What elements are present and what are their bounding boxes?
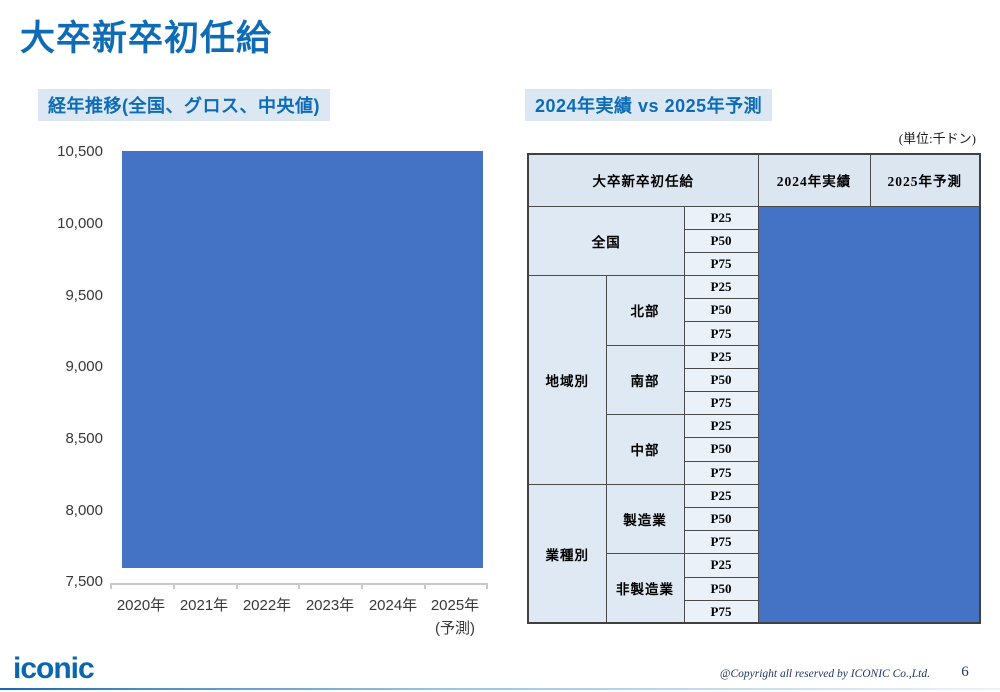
y-axis-tick-label: 7,500 <box>65 573 103 590</box>
table-row: P75 <box>528 599 980 624</box>
table-row: P75 <box>528 251 980 277</box>
table-percentile-cell: P75 <box>683 530 759 555</box>
table-row: 業種別 製造業 P25 <box>527 483 980 624</box>
table-percentile-cell: P75 <box>683 599 759 624</box>
table-row: P50 <box>528 228 980 253</box>
table-percentile-cell: P50 <box>683 506 759 532</box>
table-category-cell: 業種別 <box>527 483 607 624</box>
table-row: P75 <box>528 530 980 555</box>
x-axis-tick-label: 2021年 <box>179 597 229 614</box>
x-axis-tick <box>236 583 238 589</box>
y-axis-tick-label: 10,000 <box>57 215 103 232</box>
table-percentile-cell: P25 <box>683 344 759 369</box>
table-percentile-cell: P75 <box>683 390 759 416</box>
table-header-2025: 2025年予測 <box>869 153 981 207</box>
table-subgroup-cell: 南部 <box>605 344 685 416</box>
table-percentile-cell: P50 <box>683 576 759 601</box>
x-axis-tick <box>173 583 175 589</box>
page-title: 大卒新卒初任給 <box>20 19 273 58</box>
company-logo: iconic <box>13 652 95 685</box>
table-header: 大卒新卒初任給 2024年実績 2025年予測 <box>527 153 981 207</box>
table-percentile-cell: P50 <box>683 298 759 323</box>
left-section-subtitle: 経年推移(全国、グロス、中央値) <box>38 89 330 121</box>
table-body: 全国 P25 P50 P75 地域別 北部 P25 P50 P75 南部 P25 P50 P75 中部 P2… <box>527 205 981 624</box>
table-percentile-cell: P50 <box>683 437 759 462</box>
y-axis-tick-label: 9,500 <box>65 287 103 304</box>
table-row: 南部 P25 <box>528 344 980 416</box>
x-axis-tick <box>110 583 112 589</box>
x-axis-tick-label: 2020年 <box>116 597 166 614</box>
copyright-text: @Copyright all reserved by ICONIC Co.,Lt… <box>719 668 930 680</box>
table-header-2024: 2024年実績 <box>757 153 871 207</box>
table-percentile-cell: P75 <box>683 460 759 485</box>
page-number: 6 <box>961 664 969 680</box>
table-percentile-cell: P50 <box>683 228 759 253</box>
table-header-row: 大卒新卒初任給 2024年実績 2025年予測 <box>527 153 981 207</box>
x-axis-tick-label: 2023年 <box>305 597 355 614</box>
table-subgroup-cell: 非製造業 <box>605 553 685 624</box>
chart-data-redaction-overlay <box>122 151 483 568</box>
footer-divider-line <box>0 688 1000 690</box>
table-row: 全国 P25 <box>527 205 981 624</box>
table-percentile-cell: P25 <box>683 553 759 578</box>
y-axis-tick-label: 8,000 <box>65 502 103 519</box>
right-section-subtitle: 2024年実績 vs 2025年予測 <box>525 89 773 121</box>
table-percentile-cell: P25 <box>683 275 759 300</box>
y-axis-tick-label: 10,500 <box>57 143 103 160</box>
x-axis-tick <box>361 583 363 589</box>
table-row: 地域別 北部 P25 <box>527 275 980 485</box>
table-percentile-cell: P75 <box>683 251 759 277</box>
x-axis-tick-label: 2025年 <box>430 597 480 614</box>
table-percentile-cell: P75 <box>683 321 759 346</box>
x-axis-tick-label: 2022年 <box>242 597 292 614</box>
table-row: 中部 P25 <box>528 414 980 485</box>
table-subgroup-cell: 製造業 <box>605 483 685 555</box>
table-row: P75 <box>528 321 980 346</box>
table-percentile-cell: P50 <box>683 367 759 393</box>
x-axis-tick <box>424 583 426 589</box>
table-percentile-cell: P25 <box>683 414 759 439</box>
table-category-cell: 地域別 <box>527 275 607 485</box>
table-percentile-cell: P25 <box>683 205 759 230</box>
table-row: P50 <box>528 437 980 462</box>
table-subgroup-cell: 北部 <box>605 275 685 346</box>
x-axis-tick-label: 2024年 <box>368 597 418 614</box>
x-axis-tick <box>486 583 488 589</box>
table-header-category: 大卒新卒初任給 <box>527 153 759 207</box>
y-axis-tick-label: 9,000 <box>65 358 103 375</box>
unit-label: (単位:千ドン) <box>898 131 976 146</box>
table-subgroup-cell: 中部 <box>605 414 685 485</box>
salary-comparison-table: 大卒新卒初任給 2024年実績 2025年予測 全国 P25 P50 P75 地域別 北部 P2… <box>527 153 982 625</box>
table-percentile-cell: P25 <box>683 483 759 508</box>
table-row: P75 <box>528 460 980 485</box>
x-axis-forecast-label: (予測) <box>435 620 475 637</box>
table-row: 非製造業 P25 <box>528 553 980 624</box>
table-data-redaction-overlay <box>757 205 981 624</box>
x-axis-tick <box>298 583 300 589</box>
table-row: P50 <box>528 576 980 601</box>
y-axis-tick-label: 8,500 <box>65 430 103 447</box>
table-category-cell: 全国 <box>527 205 685 277</box>
